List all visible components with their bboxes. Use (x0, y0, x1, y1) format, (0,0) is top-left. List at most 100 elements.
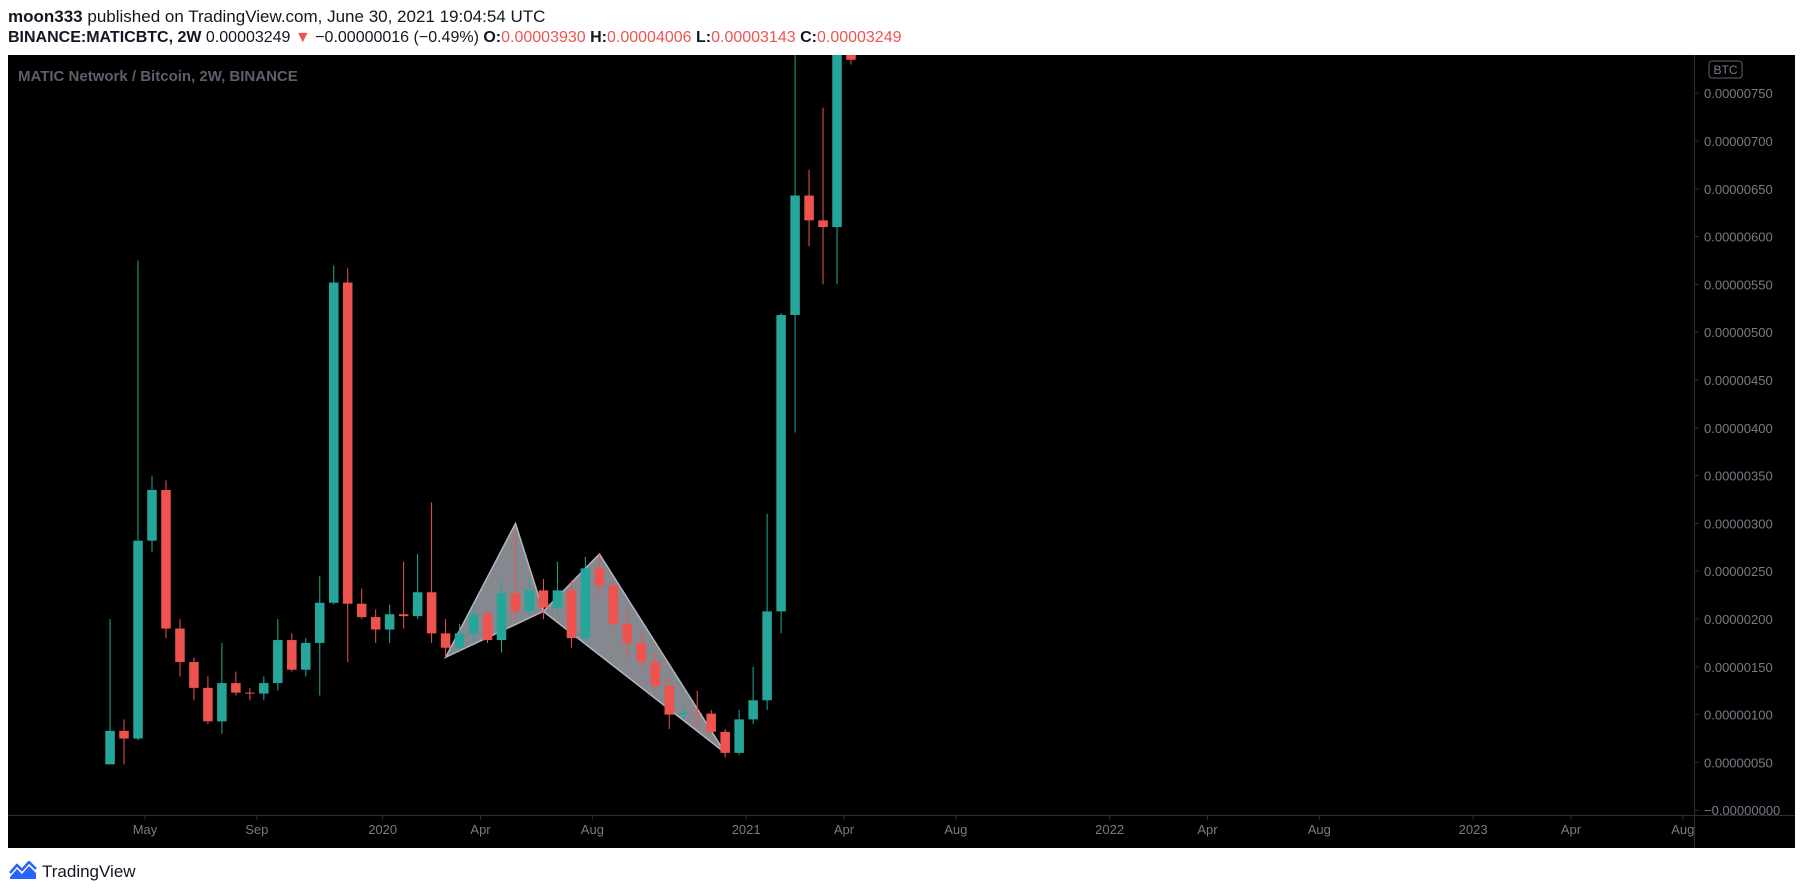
candle[interactable] (287, 633, 297, 672)
candle[interactable] (846, 55, 856, 65)
candle[interactable] (454, 623, 465, 653)
candle-body (720, 731, 730, 753)
candle[interactable] (566, 580, 577, 648)
candle[interactable] (594, 554, 605, 596)
y-tick-label: 0.00000200 (1704, 612, 1773, 627)
candle[interactable] (734, 709, 744, 755)
candle[interactable] (384, 604, 395, 643)
candle[interactable] (147, 475, 157, 553)
candle[interactable] (328, 265, 339, 605)
price-axis[interactable]: 0.00000750 0.00000700 0.00000650 0.00000600… (1694, 86, 1780, 818)
candle[interactable] (664, 678, 675, 729)
candle[interactable] (510, 531, 521, 620)
candle-body (776, 315, 786, 612)
candle[interactable] (804, 169, 814, 247)
candle[interactable] (217, 642, 227, 734)
candle[interactable] (776, 313, 786, 634)
candle-body (301, 642, 311, 670)
x-tick-label: 2021 (732, 822, 761, 837)
symbol-quote-line: BINANCE:MATICBTC, 2W 0.00003249 ▼ −0.000… (8, 29, 902, 47)
chart-frame[interactable]: 0.00000750 0.00000700 0.00000650 0.00000600… (8, 55, 1795, 848)
low-value: 0.00003143 (711, 29, 796, 46)
x-tick-label: Aug (944, 822, 967, 837)
candle-body (105, 730, 115, 765)
candle-body (636, 642, 647, 663)
close-label: C: (800, 29, 817, 46)
candlestick-chart[interactable]: 0.00000750 0.00000700 0.00000650 0.00000600… (8, 55, 1795, 848)
candle[interactable] (398, 561, 409, 629)
y-tick-label: 0.00000450 (1704, 373, 1773, 388)
candle[interactable] (315, 576, 325, 696)
close-value: 0.00003249 (816, 29, 902, 46)
candle-body (315, 602, 325, 643)
candle-body (259, 683, 269, 694)
x-tick-label: Apr (1561, 822, 1582, 837)
candle[interactable] (818, 107, 828, 285)
candle-body (398, 614, 409, 617)
time-axis[interactable]: May Sep 2020 Apr Aug 2021 Apr Aug 2022 Apr Aug 2023… (133, 815, 1695, 837)
tradingview-logo-icon[interactable] (8, 861, 38, 883)
tradingview-brand[interactable]: TradingView (42, 862, 136, 881)
candle[interactable] (706, 709, 716, 734)
author-name[interactable]: moon333 (8, 7, 83, 26)
candle[interactable] (762, 513, 772, 710)
candle[interactable] (356, 588, 367, 620)
y-tick-label: 0.00000600 (1704, 230, 1773, 245)
y-tick-label: 0.00000100 (1704, 708, 1773, 723)
candle-body (426, 592, 437, 634)
published-text: published on TradingView.com, June 30, 2… (87, 7, 546, 26)
candle[interactable] (133, 260, 143, 741)
candle[interactable] (161, 480, 171, 639)
candle[interactable] (259, 676, 269, 701)
candle[interactable] (273, 619, 283, 691)
candle[interactable] (622, 609, 633, 658)
symbol-label: BINANCE:MATICBTC, 2W (8, 29, 202, 46)
candle[interactable] (496, 580, 507, 653)
candle[interactable] (231, 671, 241, 696)
candle-body (580, 568, 591, 639)
candle[interactable] (636, 633, 647, 667)
candle-body (538, 590, 549, 608)
candle-body (594, 568, 605, 586)
candle-body (217, 683, 227, 722)
candle[interactable] (650, 652, 661, 691)
candle[interactable] (720, 728, 730, 758)
candle[interactable] (832, 55, 842, 285)
candle[interactable] (482, 609, 493, 643)
candle[interactable] (342, 268, 353, 663)
y-tick-label: 0.00000300 (1704, 516, 1773, 531)
candle[interactable] (692, 690, 702, 729)
candle[interactable] (175, 619, 185, 677)
y-tick-label: 0.00000350 (1704, 469, 1773, 484)
candle[interactable] (524, 576, 535, 615)
candle[interactable] (245, 687, 255, 701)
candle[interactable] (370, 609, 381, 643)
candle-body (762, 611, 772, 701)
candle[interactable] (301, 638, 311, 677)
candle[interactable] (105, 619, 115, 765)
candle-body (482, 614, 493, 641)
x-tick-label: May (133, 822, 158, 837)
y-tick-label: 0.00000750 (1704, 86, 1773, 101)
candle[interactable] (440, 619, 451, 658)
candle-body (706, 713, 716, 732)
candle[interactable] (580, 556, 591, 643)
candle[interactable] (790, 55, 800, 433)
x-tick-label: Apr (470, 822, 491, 837)
candle[interactable] (189, 657, 199, 701)
candle[interactable] (119, 719, 129, 765)
candle[interactable] (608, 580, 619, 629)
candle[interactable] (203, 676, 213, 725)
down-arrow-icon: ▼ (294, 29, 311, 46)
candle-body (692, 712, 702, 714)
candle[interactable] (412, 554, 423, 620)
candle[interactable] (748, 666, 758, 725)
currency-label: BTC (1714, 63, 1738, 77)
candle[interactable] (678, 705, 688, 720)
high-value: 0.00004006 (607, 29, 692, 46)
candle[interactable] (538, 578, 549, 620)
candle-body (552, 590, 563, 608)
candle[interactable] (468, 604, 479, 643)
candle[interactable] (426, 502, 437, 643)
candle[interactable] (552, 561, 563, 615)
